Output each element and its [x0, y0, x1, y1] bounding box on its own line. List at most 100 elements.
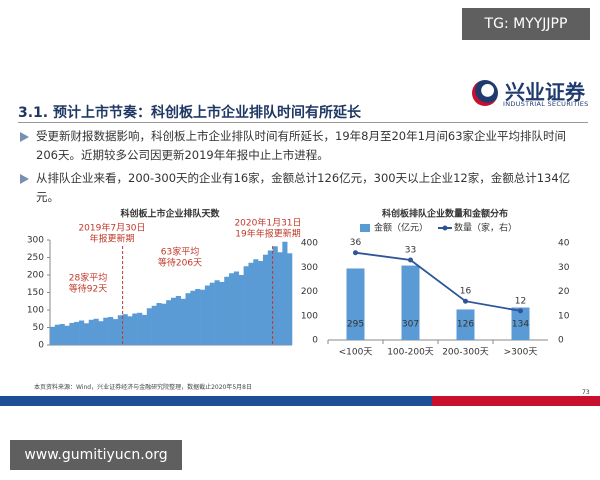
watermark: TG: MYYJJPP — [462, 8, 590, 40]
value-label: 12 — [515, 296, 526, 306]
legend-label: 金额（亿元） — [374, 222, 428, 234]
bar — [171, 297, 177, 345]
point — [463, 298, 468, 304]
y-tick-label: 150 — [27, 288, 44, 298]
bar — [456, 309, 475, 340]
bar — [137, 312, 143, 345]
bar — [219, 282, 225, 345]
logo-name: 兴业证券 — [505, 80, 585, 104]
point — [353, 250, 358, 256]
bar — [112, 319, 119, 345]
value-label: 134 — [512, 320, 529, 330]
bar — [277, 252, 283, 345]
bar — [69, 322, 75, 345]
value-label: 33 — [405, 245, 416, 255]
annotation: 年报更新期 — [89, 233, 134, 245]
legend-label: 数量（家，右） — [454, 222, 517, 234]
chart-title: 科创板排队企业数量和金额分布 — [382, 208, 508, 220]
annotation: 等待92天 — [69, 283, 107, 295]
bar — [287, 253, 293, 345]
watermark: www.gumitiyucn.org — [10, 440, 182, 470]
y-tick-label: 300 — [301, 263, 318, 273]
bar — [59, 324, 65, 345]
y-tick-label: 100 — [27, 306, 44, 316]
value-label: 16 — [460, 287, 472, 297]
bar — [195, 289, 201, 345]
value-label: 36 — [350, 238, 362, 248]
bar — [79, 320, 85, 345]
bar — [175, 296, 181, 345]
x-tick-label: 200-300天 — [442, 348, 489, 358]
bullet: 受更新财报数据影响，科创板上市企业排队时间有所延长，19年8月至20年1月间63… — [36, 129, 567, 162]
bar — [54, 324, 60, 345]
y2-tick-label: 10 — [558, 311, 570, 321]
annotation: 19年年报更新期 — [235, 228, 300, 240]
y-tick-label: 300 — [27, 236, 44, 246]
annotation: 2020年1月31日 — [234, 217, 301, 229]
bar — [108, 317, 114, 345]
bar — [180, 298, 186, 345]
bar — [346, 268, 365, 340]
bar — [93, 318, 99, 345]
bar — [224, 276, 230, 345]
bar — [64, 325, 70, 345]
bar — [103, 317, 109, 345]
y2-tick-label: 40 — [558, 239, 570, 249]
point — [518, 308, 523, 314]
bar — [50, 326, 56, 345]
bar — [258, 261, 264, 345]
bar — [511, 307, 530, 340]
bar — [238, 275, 244, 345]
bar — [282, 241, 288, 345]
bar — [74, 321, 80, 345]
y-tick-label: 50 — [33, 323, 45, 333]
bar — [83, 323, 90, 345]
x-tick-label: 100-200天 — [387, 348, 434, 358]
bar — [127, 316, 133, 345]
y-tick-label: 400 — [301, 239, 318, 249]
bar — [262, 254, 269, 345]
y2-tick-label: 0 — [558, 336, 564, 346]
bar — [156, 303, 162, 345]
bar — [267, 250, 273, 345]
bar — [229, 273, 235, 345]
value-label: 307 — [402, 320, 419, 330]
bar — [253, 259, 259, 345]
bar — [243, 266, 249, 345]
bar — [233, 271, 240, 345]
bar — [272, 246, 278, 345]
y-tick-label: 0 — [38, 341, 44, 351]
y-tick-label: 200 — [301, 287, 318, 297]
footer-band — [0, 396, 600, 406]
bar — [88, 319, 94, 345]
bar — [209, 282, 215, 345]
y-tick-label: 0 — [312, 336, 318, 346]
section-title: 3.1. 预计上市节奏：科创板上市企业排队时间有所延长 — [18, 105, 361, 121]
logo-subtitle: INDUSTRIAL SECURITIES — [503, 100, 589, 108]
bar — [401, 265, 420, 340]
bar — [161, 303, 167, 345]
bar — [117, 315, 123, 345]
bar — [141, 314, 148, 345]
y-tick-label: 100 — [301, 311, 318, 321]
bar — [248, 262, 254, 345]
footnote: 本页资料来源：Wind，兴业证券经济与金融研究院整理，数据截止2020年5月8日 — [34, 384, 252, 391]
y-tick-label: 200 — [27, 271, 44, 281]
legend-swatch — [360, 224, 370, 232]
annotation: 2019年7月30日 — [78, 222, 145, 234]
y-tick-label: 250 — [27, 253, 44, 263]
annotation: 等待206天 — [158, 257, 202, 269]
bullet: 从排队企业来看，200-300天的企业有16家，金额总计126亿元，300天以上… — [36, 171, 571, 204]
y2-tick-label: 30 — [558, 263, 570, 273]
value-label: 126 — [457, 320, 474, 330]
bar — [166, 300, 172, 345]
bar — [122, 314, 128, 345]
line — [355, 251, 521, 312]
annotation: 28家平均 — [69, 272, 107, 284]
x-tick-label: <100天 — [339, 348, 373, 358]
bar — [132, 313, 138, 345]
point — [408, 257, 413, 263]
x-tick-label: >300天 — [504, 348, 538, 358]
bar — [98, 321, 104, 345]
